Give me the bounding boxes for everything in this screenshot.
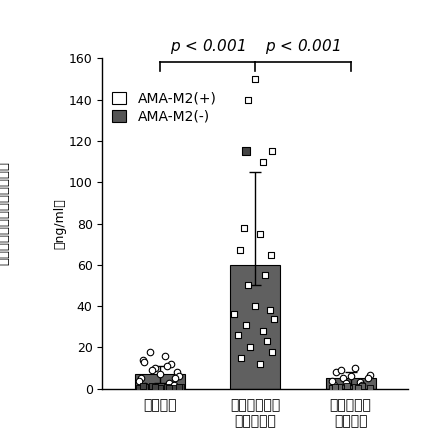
Point <box>366 372 373 379</box>
Point <box>137 375 144 382</box>
Point <box>135 377 142 384</box>
Point <box>242 321 249 328</box>
Point <box>244 282 251 289</box>
Point <box>151 384 158 391</box>
Point <box>149 367 156 374</box>
Point <box>328 384 335 391</box>
Point <box>173 369 180 376</box>
Point <box>261 272 268 279</box>
Point <box>257 361 264 368</box>
Point <box>176 373 182 380</box>
Point <box>242 148 249 155</box>
Point <box>365 375 371 382</box>
Point <box>332 383 339 390</box>
Bar <box>326 378 376 389</box>
Point <box>244 96 251 103</box>
Point <box>267 251 274 258</box>
Point <box>147 348 154 355</box>
Point <box>359 381 365 388</box>
Point <box>247 344 254 351</box>
Point <box>177 383 184 390</box>
Point <box>240 224 247 231</box>
Point <box>259 327 266 334</box>
Point <box>238 354 244 361</box>
Point <box>347 373 354 380</box>
Point <box>259 158 266 165</box>
Point <box>355 385 362 392</box>
Point <box>366 384 373 391</box>
Point <box>166 384 173 391</box>
Point <box>142 384 149 391</box>
Point <box>266 307 273 314</box>
Point <box>359 383 365 390</box>
Point <box>340 375 346 382</box>
Point <box>333 369 340 376</box>
Point <box>170 381 177 388</box>
Point <box>352 365 359 372</box>
Point <box>252 75 258 82</box>
Point <box>172 375 179 382</box>
Text: $p$ < 0.001: $p$ < 0.001 <box>265 37 341 56</box>
Text: $p$ < 0.001: $p$ < 0.001 <box>170 37 245 56</box>
Point <box>328 377 335 384</box>
Point <box>269 348 276 355</box>
Point <box>139 356 146 363</box>
Point <box>343 379 349 386</box>
Point <box>141 358 148 365</box>
Y-axis label: （ng/ml）: （ng/ml） <box>53 198 66 249</box>
Point <box>236 247 243 254</box>
Point <box>166 379 173 386</box>
Point <box>343 382 350 389</box>
Point <box>351 384 358 391</box>
Point <box>257 230 264 237</box>
Text: 血清人多聚体球蛋白受体抗体: 血清人多聚体球蛋白受体抗体 <box>0 161 11 264</box>
Point <box>263 338 270 345</box>
Point <box>252 303 258 310</box>
Point <box>139 383 146 390</box>
Point <box>176 383 182 390</box>
Point <box>269 148 276 155</box>
Point <box>164 362 171 369</box>
Legend: AMA-M2(+), AMA-M2(-): AMA-M2(+), AMA-M2(-) <box>113 92 216 124</box>
Point <box>157 371 163 378</box>
Point <box>135 384 142 391</box>
Point <box>231 311 238 318</box>
Bar <box>135 374 184 389</box>
Point <box>157 384 163 391</box>
Point <box>338 367 345 374</box>
Point <box>357 378 364 385</box>
Point <box>170 385 177 392</box>
Point <box>142 382 149 389</box>
Point <box>149 383 156 390</box>
Point <box>151 365 158 372</box>
Bar <box>231 265 280 389</box>
Point <box>168 361 175 368</box>
Point <box>161 352 168 359</box>
Point <box>336 383 343 390</box>
Point <box>235 331 242 338</box>
Point <box>330 381 337 388</box>
Point <box>164 383 171 390</box>
Point <box>271 315 278 322</box>
